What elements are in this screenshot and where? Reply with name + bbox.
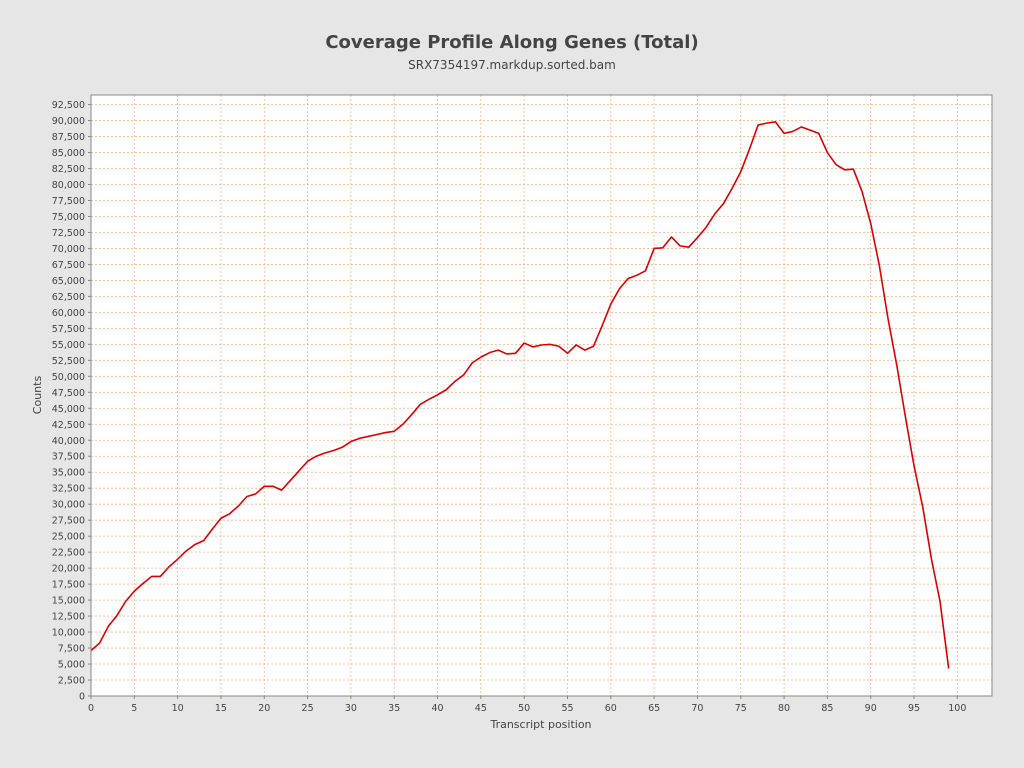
data-series bbox=[90, 121, 950, 669]
y-tick-label: 15,000 bbox=[52, 596, 85, 607]
y-tick-label: 85,000 bbox=[52, 148, 85, 159]
x-tick-label: 70 bbox=[691, 703, 703, 714]
y-tick-label: 22,500 bbox=[52, 548, 85, 559]
y-tick-label: 2,500 bbox=[58, 676, 85, 687]
x-tick-label: 40 bbox=[431, 703, 443, 714]
x-tick-label: 50 bbox=[518, 703, 530, 714]
x-axis-label: Transcript position bbox=[489, 718, 591, 731]
chart-subtitle: SRX7354197.markdup.sorted.bam bbox=[408, 58, 616, 72]
x-tick-label: 55 bbox=[561, 703, 573, 714]
y-tick-label: 55,000 bbox=[52, 340, 85, 351]
x-tick-label: 10 bbox=[172, 703, 184, 714]
x-tick-label: 80 bbox=[778, 703, 790, 714]
y-tick-label: 92,500 bbox=[52, 100, 85, 111]
x-tick-label: 20 bbox=[258, 703, 270, 714]
y-tick-label: 7,500 bbox=[58, 644, 85, 655]
y-tick-label: 82,500 bbox=[52, 164, 85, 175]
y-tick-label: 12,500 bbox=[52, 612, 85, 623]
y-tick-label: 75,000 bbox=[52, 212, 85, 223]
y-tick-label: 40,000 bbox=[52, 436, 85, 447]
y-tick-label: 90,000 bbox=[52, 116, 85, 127]
x-tick-label: 65 bbox=[648, 703, 660, 714]
y-tick-label: 30,000 bbox=[52, 500, 85, 511]
y-tick-label: 52,500 bbox=[52, 356, 85, 367]
y-tick-label: 87,500 bbox=[52, 132, 85, 143]
plot-border bbox=[90, 94, 993, 697]
x-tick-label: 85 bbox=[821, 703, 833, 714]
x-axis: 0 5 10 15 20 25 30 35 40 45 50 55 60 65 70 75 80 85 90 95 10… bbox=[88, 696, 966, 714]
coverage-line bbox=[90, 121, 950, 669]
grid bbox=[90, 95, 992, 697]
y-tick-label: 5,000 bbox=[58, 660, 85, 671]
x-tick-label: 0 bbox=[88, 703, 94, 714]
y-tick-label: 72,500 bbox=[52, 228, 85, 239]
y-tick-label: 57,500 bbox=[52, 324, 85, 335]
y-tick-label: 50,000 bbox=[52, 372, 85, 383]
x-tick-label: 15 bbox=[215, 703, 227, 714]
y-tick-label: 35,000 bbox=[52, 468, 85, 479]
chart-title: Coverage Profile Along Genes (Total) bbox=[325, 32, 698, 53]
y-tick-label: 67,500 bbox=[52, 260, 85, 271]
y-tick-label: 37,500 bbox=[52, 452, 85, 463]
y-tick-label: 80,000 bbox=[52, 180, 85, 191]
x-tick-label: 5 bbox=[131, 703, 137, 714]
plot-area bbox=[91, 95, 992, 696]
x-tick-label: 45 bbox=[475, 703, 487, 714]
x-tick-label: 25 bbox=[302, 703, 314, 714]
y-axis-label: Counts bbox=[31, 376, 44, 415]
x-tick-label: 95 bbox=[908, 703, 920, 714]
y-tick-label: 0 bbox=[79, 692, 85, 703]
y-tick-label: 65,000 bbox=[52, 276, 85, 287]
y-tick-label: 42,500 bbox=[52, 420, 85, 431]
y-tick-label: 47,500 bbox=[52, 388, 85, 399]
y-axis: 0 2,500 5,000 7,500 10,000 12,500 15,000 17,500… bbox=[52, 100, 91, 703]
y-tick-label: 27,500 bbox=[52, 516, 85, 527]
y-tick-label: 10,000 bbox=[52, 628, 85, 639]
y-tick-label: 25,000 bbox=[52, 532, 85, 543]
x-tick-label: 35 bbox=[388, 703, 400, 714]
x-tick-label: 100 bbox=[948, 703, 966, 714]
x-tick-label: 30 bbox=[345, 703, 357, 714]
y-tick-label: 45,000 bbox=[52, 404, 85, 415]
x-tick-label: 75 bbox=[735, 703, 747, 714]
y-tick-label: 32,500 bbox=[52, 484, 85, 495]
x-tick-label: 90 bbox=[865, 703, 877, 714]
y-tick-label: 60,000 bbox=[52, 308, 85, 319]
y-tick-label: 62,500 bbox=[52, 292, 85, 303]
y-tick-label: 77,500 bbox=[52, 196, 85, 207]
y-tick-label: 70,000 bbox=[52, 244, 85, 255]
x-tick-label: 60 bbox=[605, 703, 617, 714]
y-tick-label: 17,500 bbox=[52, 580, 85, 591]
y-tick-label: 20,000 bbox=[52, 564, 85, 575]
